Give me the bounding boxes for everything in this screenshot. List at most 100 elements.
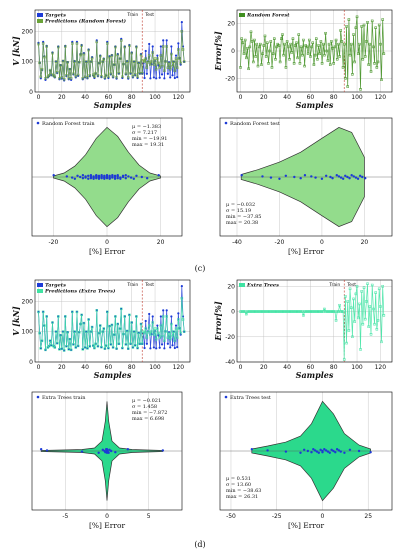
data-point: [137, 61, 140, 65]
data-point: [133, 344, 137, 347]
x-tick-label: 20: [361, 239, 369, 246]
data-point: [99, 324, 102, 327]
data-point: [121, 346, 124, 350]
error-point: [346, 175, 349, 179]
data-point: [178, 57, 181, 60]
data-point: [135, 315, 138, 318]
data-point: [45, 315, 48, 318]
data-point: [365, 300, 368, 303]
data-point: [337, 310, 340, 313]
stat-line: min = −19.91: [132, 136, 167, 142]
data-point: [166, 342, 169, 345]
data-point: [80, 44, 83, 48]
data-point: [295, 41, 298, 45]
y-tick-label: 20: [227, 283, 235, 290]
data-point: [159, 315, 162, 318]
data-point: [368, 42, 372, 46]
data-point: [349, 306, 353, 310]
data-point: [359, 348, 362, 351]
data-point: [40, 339, 44, 342]
data-point: [374, 291, 377, 294]
data-point: [106, 42, 109, 45]
error-point: [331, 177, 334, 180]
error-point: [140, 175, 144, 179]
data-point: [38, 61, 41, 65]
data-point: [292, 62, 296, 65]
x-tick-label: 60: [307, 94, 315, 101]
stat-line: min = −37.85: [226, 214, 261, 220]
data-point: [68, 67, 72, 71]
error-point: [364, 177, 367, 180]
data-point: [75, 42, 79, 45]
data-point: [358, 302, 361, 306]
data-point: [288, 57, 291, 61]
data-point: [376, 60, 380, 64]
data-point: [85, 60, 88, 63]
legend-label: Random Forest: [246, 13, 290, 19]
data-point: [361, 57, 365, 61]
data-point: [281, 33, 284, 36]
error-point: [103, 175, 106, 179]
data-point: [372, 45, 375, 49]
data-point: [183, 330, 186, 333]
data-point: [353, 60, 356, 64]
data-point: [264, 55, 268, 58]
error-point: [299, 177, 302, 180]
data-point: [176, 76, 179, 79]
plot-frame: [34, 9, 191, 93]
data-point: [377, 287, 381, 291]
error-point: [116, 175, 119, 178]
data-point: [280, 37, 283, 40]
data-point: [80, 313, 83, 317]
data-point: [348, 53, 352, 57]
data-point: [339, 29, 342, 32]
data-point: [99, 54, 102, 58]
legend-marker: [224, 395, 228, 399]
data-point: [173, 76, 176, 80]
data-point: [284, 66, 288, 69]
error-point: [84, 176, 87, 179]
data-point: [101, 330, 104, 333]
data-point: [88, 74, 92, 77]
data-point: [107, 75, 110, 79]
data-point: [110, 54, 114, 57]
axis-label: [%] Error: [89, 247, 126, 256]
data-point: [267, 62, 270, 65]
error-point: [87, 174, 90, 177]
data-point: [82, 52, 86, 56]
data-point: [174, 324, 178, 327]
data-point: [123, 45, 126, 49]
data-point: [122, 62, 125, 66]
error-point: [323, 448, 326, 451]
data-point: [106, 310, 109, 314]
data-point: [108, 324, 111, 328]
data-point: [275, 45, 278, 49]
error-point: [100, 175, 103, 178]
error-point: [329, 175, 332, 179]
data-point: [177, 48, 180, 51]
data-point: [169, 76, 172, 79]
error-point: [89, 174, 93, 177]
data-point: [164, 330, 167, 333]
data-point: [111, 346, 115, 349]
error-point: [299, 451, 302, 454]
et-error-chart: 0 20 40 60 80 100 120 -40 -20 0 20 Train Test Extra T…: [213, 279, 393, 380]
error-point: [240, 174, 243, 177]
data-point: [278, 60, 282, 64]
data-point: [125, 329, 129, 333]
data-point: [167, 331, 171, 335]
error-point: [335, 448, 339, 451]
data-point: [342, 42, 346, 46]
data-point: [114, 45, 117, 49]
data-point: [79, 322, 82, 326]
legend-swatch: [37, 19, 43, 23]
data-point: [248, 45, 252, 49]
data-point: [120, 307, 123, 310]
data-point: [302, 38, 305, 42]
data-point: [132, 330, 136, 333]
error-point: [127, 175, 130, 178]
data-point: [102, 327, 106, 330]
y-tick-label: 0: [29, 359, 33, 366]
data-point: [102, 57, 106, 61]
